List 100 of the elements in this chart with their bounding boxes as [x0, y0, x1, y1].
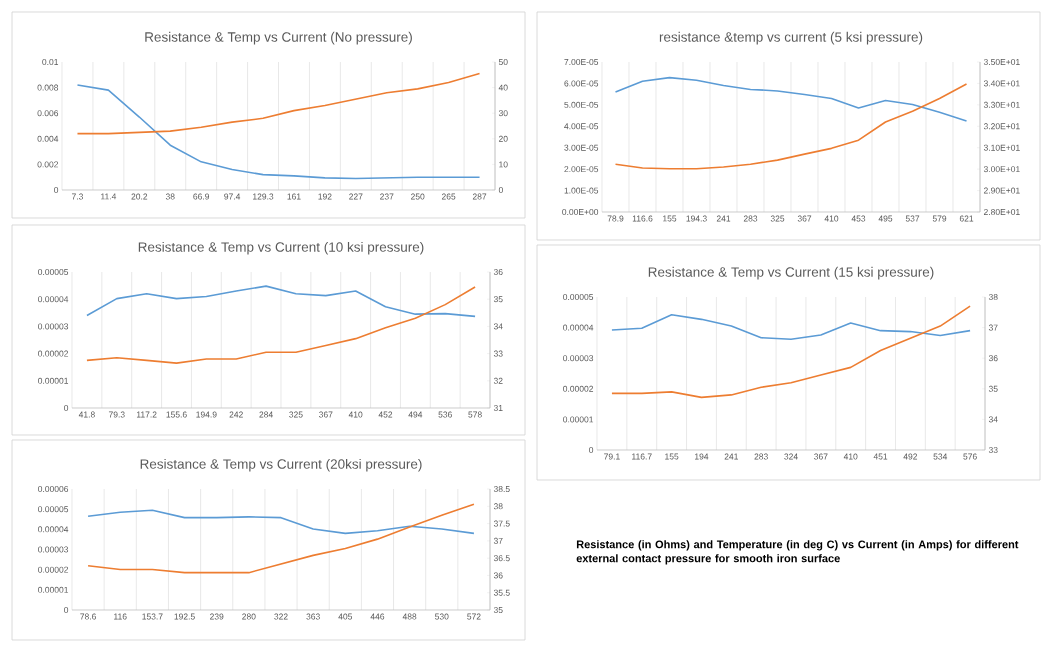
x-tick-label: 530 [435, 613, 449, 620]
x-tick-label: 79.1 [604, 453, 620, 460]
y2-tick-label: 10 [499, 161, 508, 168]
line-series [614, 76, 968, 122]
chart-title: Resistance & Temp vs Current (10 ksi pressure) [138, 241, 424, 255]
x-tick-label: 451 [873, 453, 888, 460]
x-tick-label: 492 [903, 453, 918, 460]
x-tick-label: 155.6 [166, 411, 187, 418]
x-tick-label: 367 [319, 411, 333, 418]
y-tick-label: 0.00004 [563, 324, 594, 331]
y-tick-label: 6.00E-05 [564, 80, 599, 87]
x-tick-label: 161 [287, 193, 301, 200]
y-tick-label: 5.00E-05 [564, 101, 599, 108]
y-tick-label: 0.00001 [38, 586, 69, 593]
x-tick-label: 324 [784, 453, 798, 460]
y-tick-label: 0.00002 [38, 566, 69, 573]
x-tick-label: 405 [338, 613, 353, 620]
x-tick-label: 78.9 [607, 215, 624, 222]
chart-title: Resistance & Temp vs Current (No pressure) [145, 31, 412, 45]
line-series [86, 285, 476, 318]
x-tick-label: 287 [472, 193, 487, 200]
line-series [614, 83, 968, 170]
x-tick-label: 280 [242, 613, 256, 620]
x-tick-label: 322 [274, 613, 288, 620]
x-tick-label: 250 [411, 193, 425, 200]
x-tick-label: 117.2 [136, 411, 157, 418]
chart-title: Resistance & Temp vs Current (20ksi pressure) [140, 458, 422, 472]
line-series [611, 313, 971, 341]
y2-tick-label: 34 [493, 323, 503, 330]
y2-tick-label: 37 [988, 324, 998, 331]
x-tick-label: 410 [843, 453, 858, 460]
x-tick-label: 410 [824, 215, 839, 222]
x-tick-label: 453 [851, 215, 866, 222]
y2-tick-label: 34 [988, 416, 998, 423]
x-tick-label: 66.9 [193, 193, 210, 200]
y2-tick-label: 35 [493, 607, 503, 613]
y2-tick-label: 37.5 [493, 520, 510, 527]
y-tick-label: 0 [54, 186, 59, 193]
y-tick-label: 0.004 [37, 135, 59, 142]
x-tick-label: 194.3 [686, 215, 707, 222]
chart-title: Resistance & Temp vs Current (15 ksi pressure) [648, 266, 934, 280]
y2-tick-label: 0 [498, 186, 503, 193]
text: Resistance (in Ohms) and Temperature (in deg C) vs Current (in Amps) for different external contact pressure for smooth iron surface [576, 540, 1019, 565]
y2-tick-label: 20 [498, 135, 508, 142]
x-tick-label: 242 [229, 411, 243, 418]
y-tick-label: 0.00005 [563, 293, 594, 300]
x-tick-label: 155 [665, 453, 679, 460]
y-tick-label: 0.00005 [38, 269, 69, 276]
x-tick-label: 20.2 [131, 193, 148, 200]
y-tick-label: 0.00004 [38, 526, 69, 533]
x-tick-label: 537 [905, 215, 920, 222]
y2-tick-label: 38.5 [493, 486, 510, 493]
line-series [611, 305, 971, 399]
x-tick-label: 227 [349, 193, 363, 200]
y-tick-label: 0.01 [42, 58, 59, 65]
y2-tick-label: 3.40E+01 [983, 80, 1020, 87]
y-tick-label: 0.00004 [38, 296, 69, 303]
y-tick-label: 0.00001 [38, 377, 69, 384]
y-tick-label: 4.00E-05 [564, 123, 599, 130]
x-tick-label: 237 [380, 193, 394, 200]
y-tick-label: 7.00E-05 [564, 58, 599, 65]
x-tick-label: 239 [210, 613, 224, 620]
x-tick-label: 192 [318, 193, 332, 200]
y2-tick-label: 50 [498, 58, 508, 65]
y-tick-label: 0 [64, 404, 69, 411]
line-series [86, 286, 476, 364]
y2-tick-label: 40 [498, 84, 508, 91]
x-tick-label: 325 [289, 411, 303, 418]
x-tick-label: 241 [716, 215, 731, 222]
x-tick-label: 621 [959, 215, 974, 222]
x-tick-label: 241 [724, 453, 738, 460]
x-tick-label: 488 [402, 613, 417, 620]
x-tick-label: 7.3 [72, 193, 84, 200]
y-tick-label: 0.00003 [38, 323, 69, 330]
y-tick-label: 0.00001 [563, 416, 594, 423]
y2-tick-label: 3.20E+01 [983, 123, 1020, 130]
y-tick-label: 0.00002 [38, 350, 69, 357]
y2-tick-label: 3.00E+01 [983, 166, 1020, 173]
x-tick-label: 153.7 [142, 613, 163, 620]
x-tick-label: 11.4 [101, 193, 117, 200]
y2-tick-label: 3.30E+01 [983, 101, 1020, 108]
x-tick-label: 576 [963, 453, 977, 460]
x-tick-label: 78.6 [80, 613, 96, 620]
y2-tick-label: 35.5 [493, 589, 510, 596]
y2-tick-label: 33 [493, 350, 503, 357]
chart-title: resistance &temp vs current (5 ksi pressure) [659, 31, 923, 45]
x-tick-label: 446 [370, 613, 385, 620]
x-tick-label: 534 [933, 453, 948, 460]
x-tick-label: 194 [695, 453, 709, 460]
x-tick-label: 572 [467, 613, 481, 620]
x-tick-label: 116 [114, 613, 127, 620]
y-tick-label: 3.00E-05 [564, 144, 599, 151]
x-tick-label: 41.8 [78, 411, 95, 418]
x-tick-label: 116.6 [632, 215, 653, 222]
x-tick-label: 579 [932, 215, 947, 222]
y-tick-label: 0.00005 [38, 506, 69, 513]
x-tick-label: 79.3 [108, 411, 125, 418]
y2-tick-label: 36 [493, 269, 503, 275]
x-tick-label: 155 [663, 215, 677, 222]
y-tick-label: 0.00003 [563, 355, 594, 362]
